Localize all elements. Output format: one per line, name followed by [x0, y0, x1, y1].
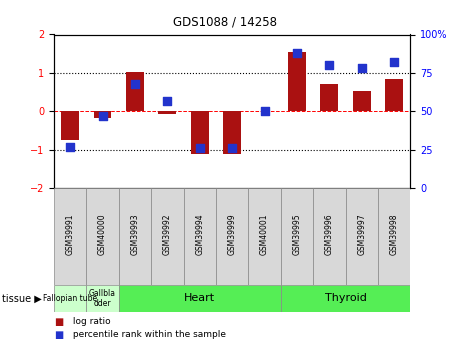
Point [99, 113, 106, 119]
Bar [94, 111, 112, 118]
Bar [346, 188, 378, 285]
Bar [119, 285, 281, 312]
Bar [151, 188, 183, 285]
Bar [61, 111, 79, 140]
Bar [216, 188, 249, 285]
Bar [385, 79, 403, 111]
Bar [191, 111, 209, 154]
Text: GSM39998: GSM39998 [390, 214, 399, 255]
Text: Fallopian tube: Fallopian tube [43, 294, 97, 303]
Bar [183, 188, 216, 285]
Bar [54, 188, 86, 285]
Text: Heart: Heart [184, 294, 215, 303]
Bar [353, 91, 371, 111]
Text: ■: ■ [54, 330, 63, 339]
Text: GSM39991: GSM39991 [66, 214, 75, 255]
Text: Gallbla
dder: Gallbla dder [89, 289, 116, 308]
Text: GSM40000: GSM40000 [98, 214, 107, 255]
Point [293, 50, 301, 56]
Text: tissue ▶: tissue ▶ [2, 294, 42, 303]
Bar [281, 285, 410, 312]
Text: percentile rank within the sample: percentile rank within the sample [70, 330, 227, 339]
Text: GSM39992: GSM39992 [163, 214, 172, 255]
Point [164, 98, 171, 103]
Bar [288, 52, 306, 111]
Point [261, 108, 268, 114]
Bar [119, 188, 151, 285]
Bar [378, 188, 410, 285]
Point [390, 59, 398, 65]
Bar [249, 188, 281, 285]
Point [228, 145, 236, 151]
Bar [126, 72, 144, 111]
Bar [281, 188, 313, 285]
Text: log ratio: log ratio [70, 317, 111, 326]
Text: GSM39999: GSM39999 [227, 214, 237, 255]
Point [358, 66, 365, 71]
Text: ■: ■ [54, 317, 63, 326]
Point [196, 145, 204, 151]
Bar [320, 83, 338, 111]
Bar [159, 111, 176, 114]
Point [67, 144, 74, 149]
Text: GSM39996: GSM39996 [325, 214, 334, 255]
Bar [86, 285, 119, 312]
Text: GSM39995: GSM39995 [293, 214, 302, 255]
Bar [223, 111, 241, 154]
Text: GSM40001: GSM40001 [260, 214, 269, 255]
Point [131, 81, 139, 86]
Text: Thyroid: Thyroid [325, 294, 366, 303]
Bar [313, 188, 346, 285]
Text: GSM39993: GSM39993 [130, 214, 139, 255]
Bar [54, 285, 86, 312]
Text: GSM39994: GSM39994 [195, 214, 204, 255]
Bar [86, 188, 119, 285]
Text: GDS1088 / 14258: GDS1088 / 14258 [173, 16, 277, 29]
Point [325, 62, 333, 68]
Text: GSM39997: GSM39997 [357, 214, 366, 255]
